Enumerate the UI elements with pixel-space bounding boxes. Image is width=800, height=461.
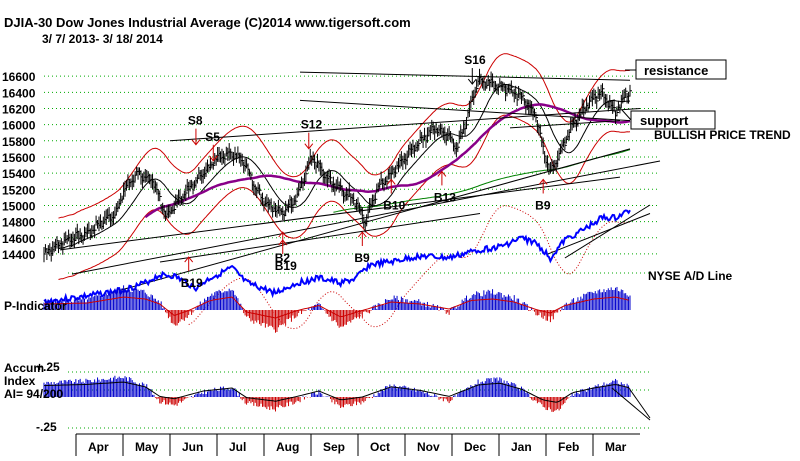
price-tick-label: 15600 [2, 151, 36, 165]
signal-arrowhead [278, 231, 288, 238]
trend-line [119, 148, 631, 291]
ad-trend-line [564, 204, 651, 259]
signal-label: B10 [383, 198, 405, 212]
ad-line-path [43, 209, 631, 307]
price-tick-label: 15800 [2, 135, 36, 149]
month-label: Jul [229, 440, 246, 454]
trend-line [59, 176, 621, 251]
signal-label: B19 [181, 276, 203, 290]
signal-label: S12 [301, 118, 323, 132]
ai-value: AI= 94/200 [4, 387, 63, 401]
price-tick-labels: 16600 16400 16200 16000 15800 15600 15400 15200… [2, 70, 36, 262]
month-label: Dec [464, 440, 486, 454]
signal-arrowhead [386, 178, 396, 185]
month-label: Apr [88, 440, 109, 454]
signal-arrowhead [184, 256, 194, 263]
ma21-line [58, 83, 631, 250]
month-label: May [135, 440, 159, 454]
accum-label-2: Index [4, 374, 36, 388]
trend-line [71, 160, 661, 275]
accum-bottom-tick: -.25 [36, 420, 57, 434]
price-tick-label: 15000 [2, 199, 36, 213]
signal-label: B19 [275, 259, 297, 273]
accum-ma [43, 381, 651, 419]
price-tick-label: 14600 [2, 232, 36, 246]
trend-line [547, 213, 651, 255]
signal-label: S16 [464, 53, 486, 67]
support-box [630, 110, 716, 130]
accum-label-1: Accum [4, 361, 44, 375]
signal-arrowhead [208, 155, 218, 162]
month-label: Oct [370, 440, 390, 454]
trend-line [159, 213, 481, 263]
signal-label: S5 [205, 130, 220, 144]
signal-arrowhead [278, 239, 288, 246]
p-indicator-label: P-Indicator [4, 299, 67, 313]
trend-line [299, 71, 631, 81]
signal-label: B2 [275, 251, 291, 265]
trend-label: BULLISH PRICE TREND [654, 128, 791, 142]
accum-index-histogram [43, 375, 651, 419]
month-label: Jan [511, 440, 532, 454]
month-label: Nov [417, 440, 440, 454]
month-label: Sep [323, 440, 345, 454]
trend-line [509, 120, 621, 129]
signal-label: S8 [188, 114, 203, 128]
trend-line [169, 107, 641, 142]
ma65-line [144, 103, 631, 219]
signal-arrowhead [538, 178, 548, 185]
month-label: Feb [558, 440, 579, 454]
signal-arrowhead [467, 78, 477, 85]
price-tick-label: 16000 [2, 119, 36, 133]
signal-arrowhead [191, 139, 201, 146]
price-tick-label: 16600 [2, 70, 36, 84]
support-pointer [621, 109, 632, 121]
ad-line-label: NYSE A/D Line [648, 269, 733, 283]
p-indicator-histogram [43, 285, 631, 333]
dotted-gridlines [44, 75, 660, 429]
resistance-box [635, 59, 727, 80]
month-label: Jun [182, 440, 203, 454]
ad-line [43, 204, 651, 307]
upper-band [58, 53, 631, 219]
support-label: support [640, 113, 689, 128]
price-tick-label: 14800 [2, 216, 36, 230]
signal-label: B9 [354, 251, 370, 265]
resistance-label: resistance [644, 63, 708, 78]
chart-title: DJIA-30 Dow Jones Industrial Average (C)… [4, 15, 411, 30]
signal-arrowhead [304, 143, 314, 150]
signal-arrowhead [437, 170, 447, 177]
month-labels: Apr May Jun Jul Aug Sep Oct Nov Dec Jan Feb Mar [75, 434, 627, 456]
date-range: 3/ 7/ 2013- 3/ 18/ 2014 [42, 32, 163, 46]
price-tick-label: 14400 [2, 248, 36, 262]
price-tick-label: 15400 [2, 167, 36, 181]
p-indicator-ma [43, 296, 629, 319]
signal-label: B9 [535, 198, 551, 212]
price-tick-label: 16400 [2, 86, 36, 100]
price-bars [43, 68, 632, 263]
price-tick-label: 15200 [2, 183, 36, 197]
ma200-line [333, 149, 631, 213]
price-tick-label: 16200 [2, 102, 36, 116]
signal-label: B13 [434, 190, 456, 204]
chart-overlays [58, 53, 661, 330]
month-label: Aug [276, 440, 299, 454]
month-label: Mar [605, 440, 627, 454]
signal-arrowhead [357, 231, 367, 238]
accum-top-tick: +.25 [36, 360, 60, 374]
dotted-ma [188, 205, 631, 330]
accum-pointer [611, 387, 651, 421]
